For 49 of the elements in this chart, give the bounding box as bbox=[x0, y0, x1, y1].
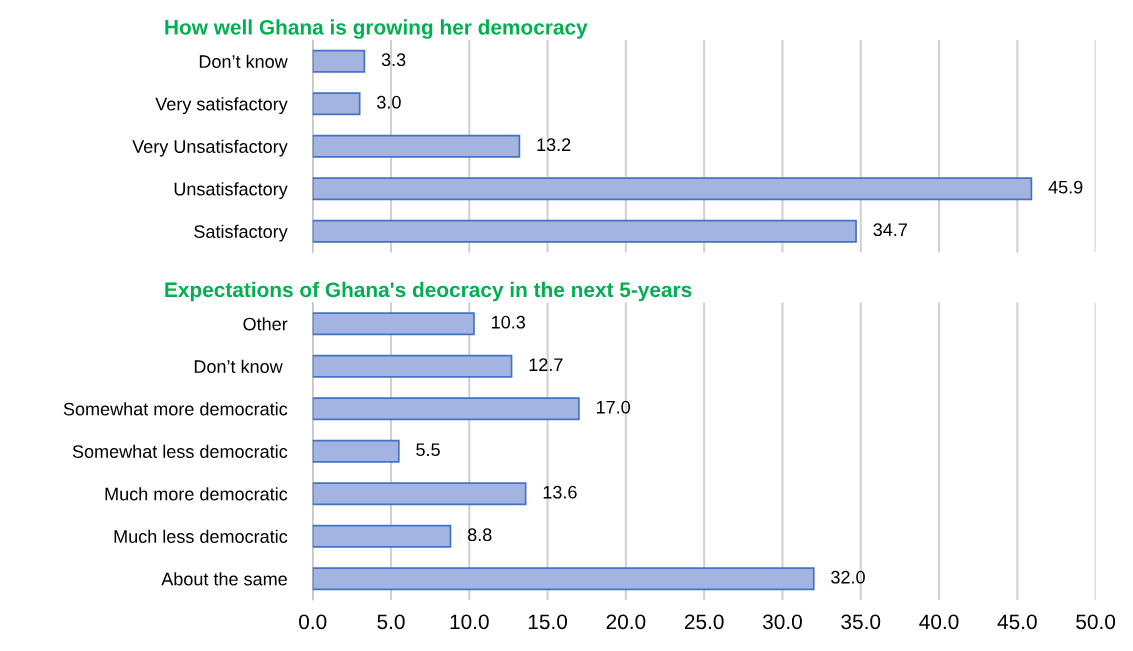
bar bbox=[312, 312, 475, 336]
y-tick-label: Much more democratic bbox=[105, 487, 288, 501]
bar bbox=[312, 397, 580, 421]
x-tick-label: 5.0 bbox=[377, 614, 405, 630]
x-tick-label: 20.0 bbox=[606, 614, 646, 630]
bar bbox=[312, 439, 400, 463]
data-label: 34.7 bbox=[873, 223, 907, 237]
y-tick-label: Satisfactory bbox=[194, 224, 288, 242]
x-tick-label: 0.0 bbox=[299, 614, 327, 630]
bar bbox=[312, 92, 361, 116]
bar bbox=[312, 524, 452, 548]
y-tick-label: Don’t know bbox=[199, 54, 288, 68]
y-tick-label: Somewhat more democratic bbox=[63, 402, 288, 416]
data-label: 10.3 bbox=[492, 315, 525, 329]
data-label: 13.2 bbox=[537, 138, 571, 152]
data-label: 12.7 bbox=[529, 358, 563, 371]
x-tick-label: 25.0 bbox=[684, 614, 724, 630]
data-label: 13.6 bbox=[543, 485, 577, 499]
data-label: 45.9 bbox=[1048, 180, 1083, 194]
bar bbox=[312, 482, 527, 506]
x-tick-label: 50.0 bbox=[1076, 614, 1116, 630]
y-tick-label: Don’t know bbox=[194, 359, 283, 373]
x-tick-label: 10.0 bbox=[450, 614, 489, 630]
x-tick-label: 40.0 bbox=[919, 614, 959, 630]
y-tick-label: Very Unsatisfactory bbox=[132, 139, 288, 157]
x-tick-label: 45.0 bbox=[997, 614, 1037, 630]
data-label: 17.0 bbox=[596, 400, 630, 414]
bar bbox=[312, 49, 366, 73]
y-tick-label: Unsatisfactory bbox=[174, 182, 288, 200]
chart-title: Expectations of Ghana's deocracy in the next 5-years bbox=[165, 281, 692, 302]
chart-title: How well Ghana is growing her democracy bbox=[165, 19, 588, 39]
x-tick-label: 15.0 bbox=[528, 614, 568, 630]
data-label: 32.0 bbox=[831, 570, 865, 584]
y-tick-label: Other bbox=[243, 317, 288, 331]
data-label: 3.0 bbox=[377, 95, 401, 109]
bar bbox=[312, 219, 857, 243]
data-label: 5.5 bbox=[416, 443, 440, 457]
y-tick-label: Much less democratic bbox=[114, 529, 288, 543]
x-tick-label: 35.0 bbox=[841, 614, 881, 630]
data-label: 3.3 bbox=[381, 53, 406, 67]
data-label: 8.8 bbox=[467, 528, 492, 542]
y-tick-label: Very satisfactory bbox=[155, 97, 288, 115]
bar bbox=[312, 177, 1033, 201]
bar bbox=[312, 354, 513, 378]
bar bbox=[312, 567, 815, 591]
bar bbox=[312, 134, 521, 158]
x-tick-label: 30.0 bbox=[762, 614, 802, 630]
y-tick-label: About the same bbox=[161, 572, 287, 586]
y-tick-label: Somewhat less democratic bbox=[72, 444, 288, 458]
